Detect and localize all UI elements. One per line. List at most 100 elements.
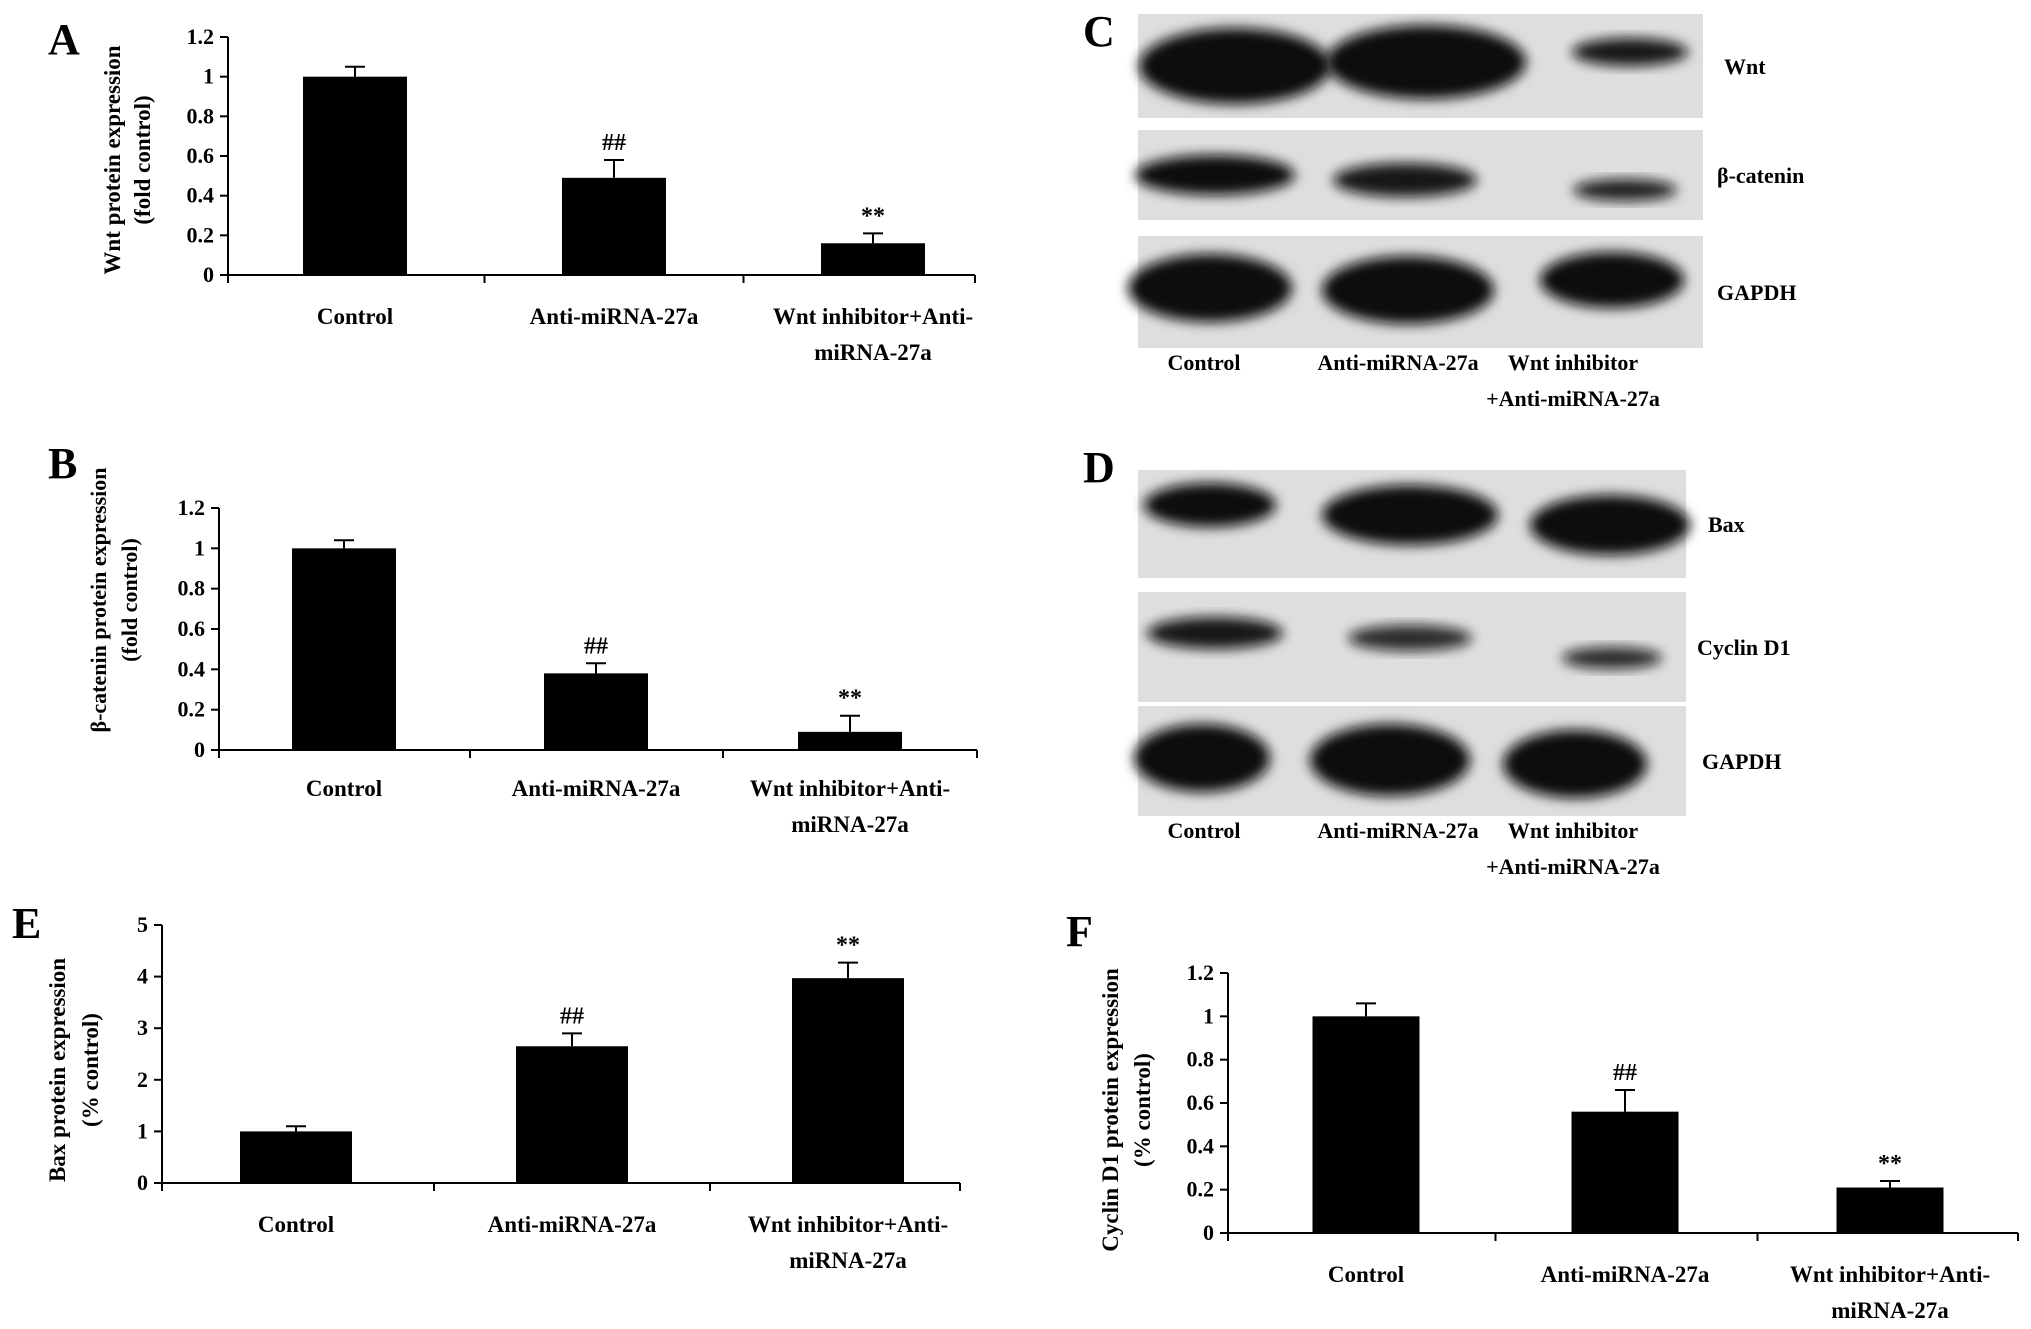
protein-band	[1147, 617, 1283, 649]
chart-wnt-expression: Wnt protein expression (fold control) 0 0…	[100, 24, 976, 365]
bar	[292, 548, 396, 750]
significance-marker: ##	[602, 130, 626, 156]
bar	[562, 177, 666, 275]
y-tick-label: 0.2	[178, 697, 206, 722]
panel-label-b: B	[48, 439, 77, 488]
y-tick-label: 0.6	[187, 143, 215, 168]
protein-band	[1322, 256, 1494, 324]
panel-label-e: E	[12, 899, 41, 948]
y-tick-label: 0.6	[178, 616, 206, 641]
protein-band	[1144, 483, 1276, 527]
chart-beta-catenin-expression: β-catenin protein expression (fold contr…	[86, 468, 978, 837]
y-tick-label: 0.4	[187, 183, 215, 208]
band-label: GAPDH	[1717, 280, 1796, 305]
x-category-label: Control	[306, 776, 382, 801]
lane-label: +Anti-miRNA-27a	[1486, 386, 1660, 411]
x-category-label: Wnt inhibitor+Anti-	[773, 304, 973, 329]
protein-band	[1326, 25, 1526, 99]
bar	[303, 76, 407, 276]
y-tick-label: 1	[1203, 1003, 1214, 1028]
y-tick-label: 1	[194, 535, 205, 560]
lane-label: Wnt inhibitor	[1508, 818, 1638, 843]
x-category-label: miRNA-27a	[814, 340, 932, 365]
x-category-label: miRNA-27a	[1831, 1298, 1949, 1323]
protein-band	[1348, 625, 1472, 651]
significance-marker: **	[1878, 1151, 1902, 1177]
y-tick-label: 0.2	[187, 222, 215, 247]
protein-band	[1128, 254, 1292, 322]
band-label: Wnt	[1724, 54, 1766, 79]
chart-cyclin-d1-expression: Cyclin D1 protein expression (% control)…	[1098, 960, 2019, 1323]
y-tick-label: 3	[137, 1015, 148, 1040]
band-label: Cyclin D1	[1697, 635, 1791, 660]
x-category-label: Anti-miRNA-27a	[488, 1212, 657, 1237]
x-category-label: Anti-miRNA-27a	[530, 304, 699, 329]
band-label: Bax	[1708, 512, 1745, 537]
y-axis-label-line-2: (fold control)	[117, 538, 142, 662]
y-axis-label-line-1: Bax protein expression	[45, 958, 70, 1182]
band-label: β-catenin	[1717, 163, 1804, 188]
bar	[1312, 1016, 1420, 1233]
x-category-label: Wnt inhibitor+Anti-	[750, 776, 950, 801]
y-tick-label: 0.8	[178, 576, 206, 601]
y-tick-label: 2	[137, 1067, 148, 1092]
significance-marker: **	[861, 203, 885, 229]
y-tick-label: 1	[137, 1118, 148, 1143]
panel-label-d: D	[1083, 443, 1115, 492]
y-tick-label: 0	[194, 737, 205, 762]
bar	[544, 673, 648, 750]
band-label: GAPDH	[1702, 749, 1781, 774]
y-tick-label: 0	[1203, 1220, 1214, 1245]
y-tick-label: 0.8	[1187, 1047, 1215, 1072]
protein-band	[1333, 163, 1477, 197]
x-category-label: Control	[317, 304, 393, 329]
lane-label: Control	[1168, 350, 1241, 375]
bar	[821, 243, 925, 275]
lane-label: Control	[1168, 818, 1241, 843]
bar	[792, 978, 904, 1183]
y-tick-label: 0.4	[1187, 1133, 1215, 1158]
protein-band	[1139, 28, 1331, 104]
bar	[1571, 1111, 1679, 1233]
chart-bax-expression: Bax protein expression (% control) 0 1 2 3 4…	[45, 912, 961, 1273]
x-category-label: Wnt inhibitor+Anti-	[1790, 1262, 1990, 1287]
y-tick-label: 1.2	[187, 24, 215, 49]
significance-marker: ##	[584, 633, 608, 659]
y-tick-label: 1	[203, 64, 214, 89]
x-category-label: miRNA-27a	[791, 812, 909, 837]
protein-band	[1562, 647, 1662, 669]
panel-label-a: A	[48, 15, 80, 64]
significance-marker: ##	[560, 1003, 584, 1029]
protein-band	[1135, 155, 1295, 195]
y-tick-label: 0.6	[1187, 1090, 1215, 1115]
panel-label-c: C	[1083, 7, 1115, 56]
panel-label-f: F	[1066, 907, 1093, 956]
bar	[240, 1131, 352, 1183]
x-category-label: miRNA-27a	[789, 1248, 907, 1273]
y-axis-label-line-2: (% control)	[78, 1013, 103, 1127]
significance-marker: **	[838, 686, 862, 712]
protein-band	[1134, 724, 1270, 792]
bar	[1836, 1187, 1944, 1233]
y-tick-label: 5	[137, 912, 148, 937]
x-category-label: Control	[1328, 1262, 1404, 1287]
significance-marker: ##	[1613, 1060, 1637, 1086]
y-tick-label: 0.4	[178, 656, 206, 681]
y-tick-label: 0.2	[1187, 1177, 1215, 1202]
y-tick-label: 0	[203, 262, 214, 287]
x-category-label: Anti-miRNA-27a	[1541, 1262, 1710, 1287]
y-tick-label: 4	[137, 964, 148, 989]
protein-band	[1322, 485, 1498, 545]
lane-label: Anti-miRNA-27a	[1317, 818, 1478, 843]
bar	[798, 731, 902, 750]
protein-band	[1503, 730, 1647, 798]
protein-band	[1540, 252, 1684, 308]
western-blot-wnt-beta-catenin: Wnt β-catenin GAPDH Control Anti-miRNA-27a Wn…	[1128, 14, 1804, 411]
y-tick-label: 1.2	[178, 495, 206, 520]
protein-band	[1572, 38, 1688, 66]
y-axis-label-line-1: β-catenin protein expression	[86, 468, 111, 733]
western-blot-bax-cyclin-d1: Bax Cyclin D1 GAPDH Control Anti-miRNA-27a Wn…	[1134, 470, 1791, 879]
lane-label: Anti-miRNA-27a	[1317, 350, 1478, 375]
y-axis-label-line-1: Wnt protein expression	[100, 45, 125, 274]
